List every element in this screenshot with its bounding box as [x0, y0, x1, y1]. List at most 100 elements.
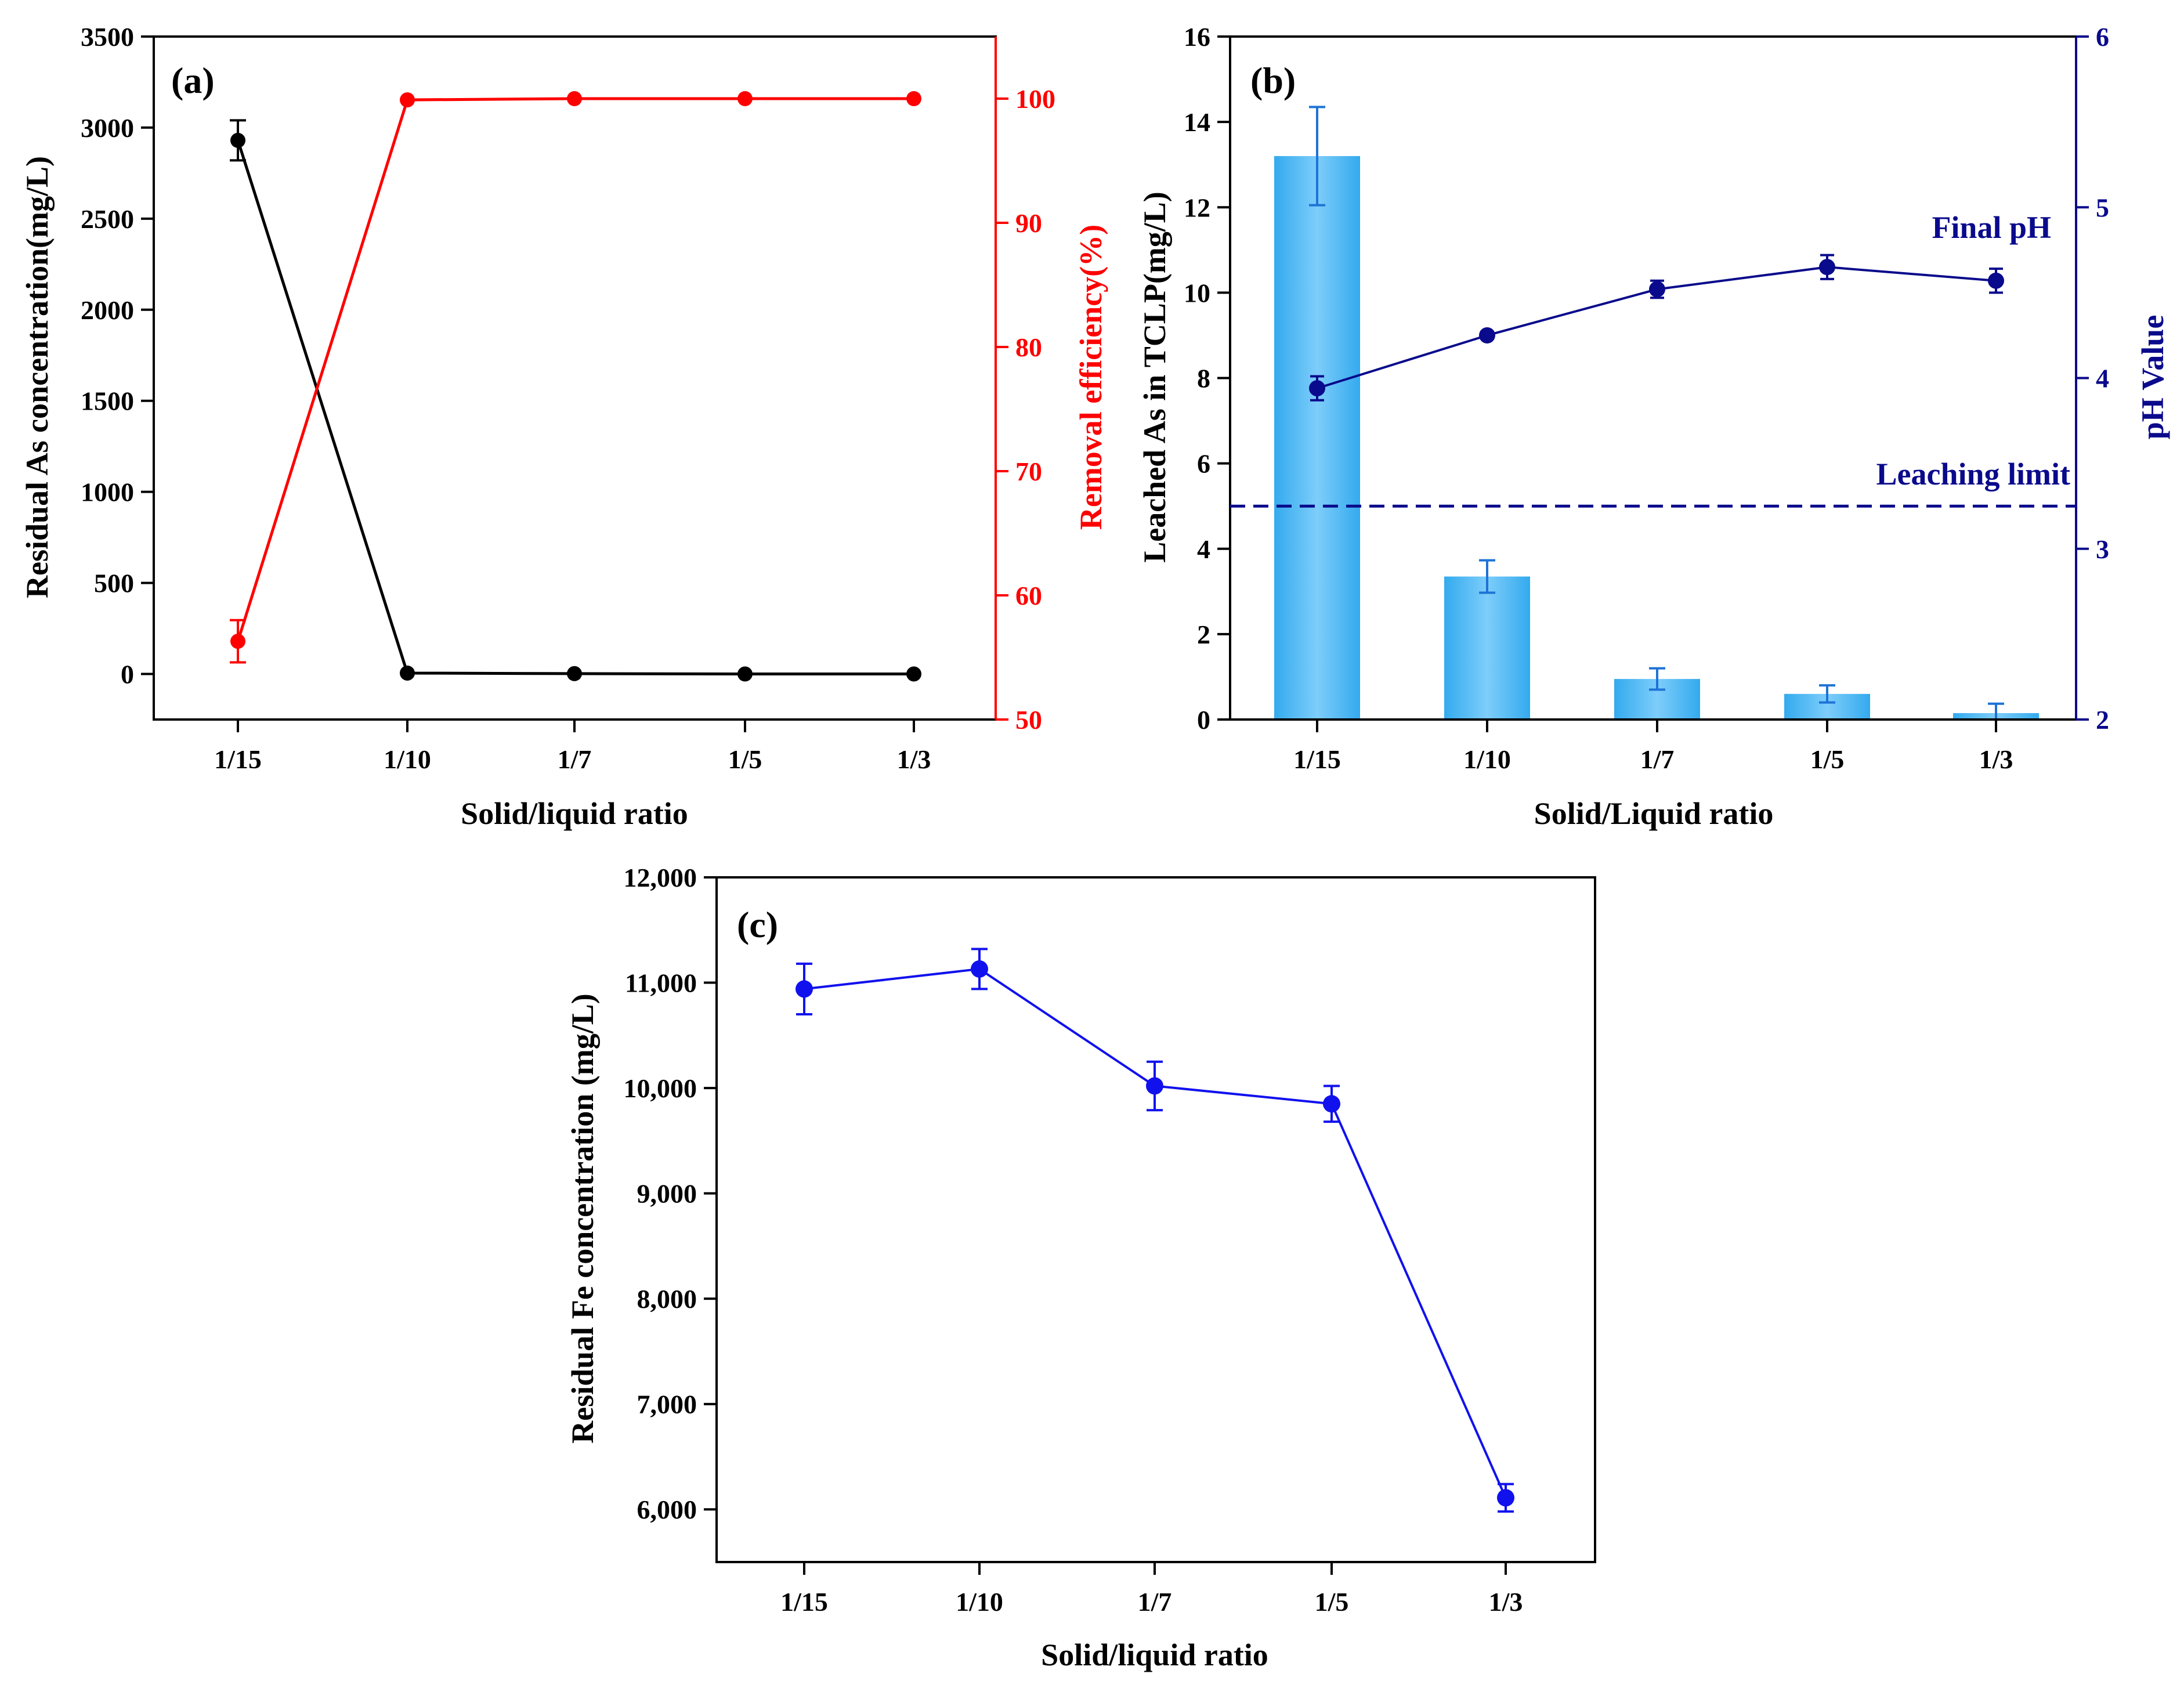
- panel-c-x-axis-title: Solid/liquid ratio: [1041, 1637, 1268, 1672]
- y-tick-label: 10,000: [624, 1073, 697, 1103]
- y-tick-label: 70: [1015, 457, 1042, 486]
- panel-c-chart: 6,000 7,000 8,000 9,000 10,000 11,000 12,000 1…: [565, 863, 1596, 1672]
- x-tick-label: 1/7: [1138, 1587, 1172, 1617]
- y-tick-label: 0: [121, 660, 134, 689]
- y-tick-label: 6,000: [637, 1495, 697, 1524]
- data-point: [230, 634, 245, 649]
- x-tick-label: 1/10: [956, 1587, 1003, 1617]
- y-tick-label: 5: [2096, 193, 2109, 222]
- panel-a-plot-frame: [153, 35, 997, 721]
- y-tick-label: 100: [1015, 84, 1055, 114]
- fe-line: [804, 967, 1507, 1499]
- y-tick-label: 90: [1015, 208, 1042, 238]
- panel-b-x-axis-title: Solid/Liquid ratio: [1534, 796, 1774, 831]
- x-tick-label: 1/5: [1315, 1587, 1349, 1617]
- panel-a-x-axis-title: Solid/liquid ratio: [461, 796, 688, 831]
- bar: [1444, 576, 1530, 720]
- data-point: [906, 666, 921, 682]
- panel-a-right-y-axis-title: Removal efficiency(%): [1073, 225, 1108, 530]
- fe-point: [796, 980, 813, 998]
- panel-b-y-axis-title: Leached As in TCLP(mg/L): [1137, 191, 1172, 563]
- ph-point: [1479, 327, 1495, 344]
- x-tick-label: 1/10: [1463, 744, 1511, 774]
- panel-b-chart: 0 2 4 6 8 10 12 14 16 2 3 4 5 6 1/15 1/10 1/7 1/5 1/3 (b…: [1137, 22, 2170, 831]
- x-tick-label: 1/7: [1640, 744, 1675, 774]
- bar: [1274, 156, 1360, 720]
- panel-a-chart: 0 500 1000 1500 2000 2500 3000 3500 50 60 70 80 90 1…: [20, 22, 1108, 831]
- fe-point: [1497, 1489, 1514, 1507]
- y-tick-label: 12,000: [624, 863, 697, 892]
- x-tick-label: 1/15: [214, 744, 262, 774]
- x-tick-label: 1/3: [897, 744, 931, 774]
- y-tick-label: 8,000: [637, 1284, 697, 1314]
- y-tick-label: 4: [1197, 534, 1210, 564]
- y-tick-label: 500: [94, 569, 134, 598]
- panel-b-ph-series: [1309, 254, 2004, 402]
- panel-a-label: (a): [171, 60, 215, 101]
- y-tick-label: 80: [1015, 332, 1042, 362]
- y-tick-label: 6: [1197, 449, 1210, 479]
- panel-a-x-ticks: 1/15 1/10 1/7 1/5 1/3: [214, 720, 931, 774]
- y-tick-label: 14: [1184, 107, 1210, 137]
- panel-c-plot-frame: [715, 876, 1596, 1563]
- y-tick-label: 11,000: [625, 968, 697, 998]
- panel-a-series: [230, 91, 921, 682]
- data-point: [906, 91, 921, 106]
- ph-point: [1309, 380, 1325, 397]
- x-tick-label: 1/3: [1489, 1587, 1523, 1617]
- y-tick-label: 0: [1197, 705, 1210, 735]
- y-tick-label: 3: [2096, 534, 2109, 564]
- y-tick-label: 16: [1184, 22, 1210, 52]
- panel-c-y-ticks: 6,000 7,000 8,000 9,000 10,000 11,000 12,000: [624, 863, 717, 1524]
- panel-a-right-y-ticks: 50 60 70 80 90 100: [996, 84, 1055, 735]
- panel-b-left-y-ticks: 0 2 4 6 8 10 12 14 16: [1184, 22, 1230, 735]
- y-tick-label: 60: [1015, 581, 1042, 610]
- data-point: [400, 665, 415, 681]
- x-tick-label: 1/5: [1810, 744, 1845, 774]
- y-tick-label: 12: [1184, 193, 1210, 222]
- ph-point: [1988, 272, 2004, 289]
- data-point: [737, 666, 753, 682]
- y-tick-label: 3500: [81, 22, 134, 52]
- panel-b-final-ph-annotation: Final pH: [1932, 210, 2051, 245]
- y-tick-label: 8: [1197, 364, 1210, 393]
- y-tick-label: 2: [2096, 705, 2109, 735]
- y-tick-label: 7,000: [637, 1390, 697, 1419]
- y-tick-label: 9,000: [637, 1179, 697, 1209]
- panel-b-right-y-axis-title: pH Value: [2135, 315, 2170, 440]
- x-tick-label: 1/7: [558, 744, 592, 774]
- fe-point: [971, 960, 988, 978]
- series-line-1: [236, 97, 914, 642]
- series-line-0: [236, 140, 914, 676]
- x-tick-label: 1/15: [780, 1587, 828, 1617]
- x-tick-label: 1/3: [1979, 744, 2013, 774]
- panel-b-right-y-ticks: 2 3 4 5 6: [2076, 22, 2109, 735]
- panel-b-label: (b): [1250, 60, 1296, 101]
- panel-b-leaching-limit-annotation: Leaching limit: [1876, 457, 2071, 491]
- panel-b-x-ticks: 1/15 1/10 1/7 1/5 1/3: [1293, 720, 2013, 774]
- x-tick-label: 1/15: [1293, 744, 1341, 774]
- x-tick-label: 1/5: [728, 744, 762, 774]
- y-tick-label: 6: [2096, 22, 2109, 52]
- panel-c-series: [796, 948, 1514, 1513]
- y-tick-label: 2500: [81, 204, 134, 234]
- fe-point: [1323, 1095, 1340, 1113]
- y-tick-label: 1500: [81, 386, 134, 416]
- ph-point: [1819, 259, 1835, 276]
- y-tick-label: 2000: [81, 295, 134, 325]
- x-tick-label: 1/10: [384, 744, 431, 774]
- data-point: [567, 91, 582, 106]
- panel-c-x-ticks: 1/15 1/10 1/7 1/5 1/3: [780, 1562, 1523, 1617]
- panel-b-bars: [1274, 106, 2039, 721]
- panel-c-label: (c): [737, 904, 778, 945]
- y-tick-label: 50: [1015, 705, 1042, 735]
- ph-point: [1649, 281, 1665, 298]
- fe-point: [1146, 1077, 1163, 1095]
- y-tick-label: 3000: [81, 113, 134, 143]
- y-tick-label: 4: [2096, 364, 2109, 393]
- data-point: [400, 92, 415, 108]
- data-point: [737, 91, 753, 106]
- data-point: [567, 666, 582, 681]
- panel-a-y-axis-title: Residual As concentration(mg/L): [20, 156, 55, 598]
